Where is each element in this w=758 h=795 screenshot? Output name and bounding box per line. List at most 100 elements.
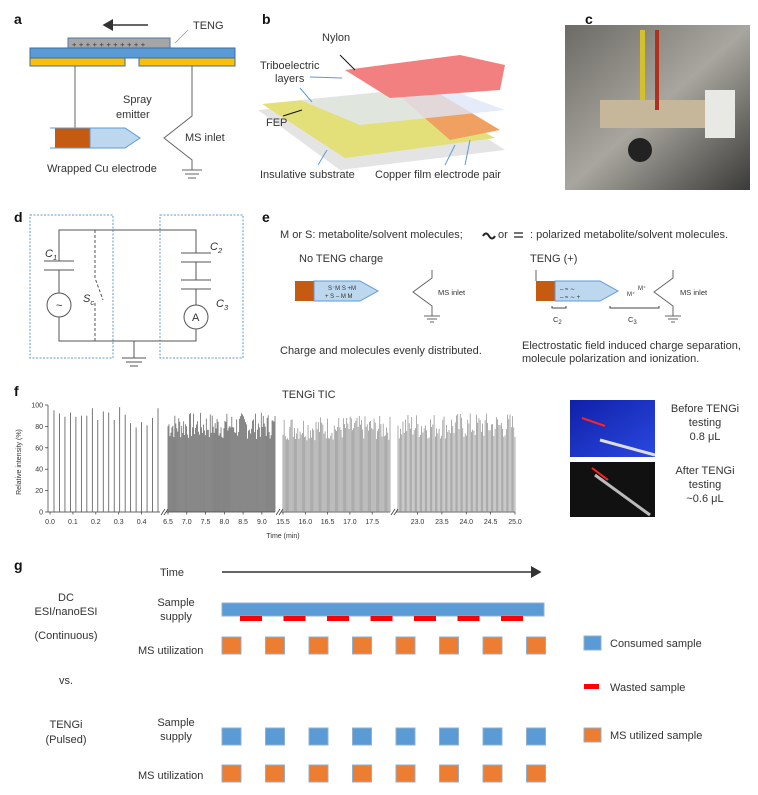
ms-utilized-block	[482, 636, 503, 655]
spray-label-2: emitter	[116, 109, 150, 121]
x-tick-label: 0.0	[45, 519, 55, 526]
ms-utilized-block	[265, 764, 285, 783]
x-tick-label: 17.0	[343, 519, 357, 526]
pulsed-supply-block	[395, 727, 416, 746]
teng-left-electrode	[29, 57, 126, 67]
polarized-solvent-icon	[514, 232, 523, 238]
svg-text:+ S – M M: + S – M M	[325, 294, 353, 300]
chart-bars	[48, 407, 516, 513]
substrate-label: Insulative substrate	[260, 169, 355, 181]
c3-bracket-label: C3	[628, 315, 637, 326]
c2-bracket-label: C2	[553, 315, 562, 326]
c3-label: C3	[216, 298, 229, 312]
ms-utilized-block	[395, 764, 416, 783]
before-line-3: 0.8 μL	[690, 431, 721, 443]
y-tick-label: 60	[35, 445, 43, 452]
panel-label-e: e	[262, 209, 270, 225]
x-tick-label: 7.0	[182, 519, 192, 526]
panel-label-b: b	[262, 11, 271, 27]
pulsed-supply-block	[352, 727, 372, 746]
right-title: TENG (+)	[530, 253, 577, 265]
before-photo	[570, 400, 655, 457]
wasted-sample-mark	[414, 616, 436, 621]
panel-c: c	[565, 11, 750, 190]
switch-label: Sc	[83, 293, 94, 307]
after-line-2: testing	[689, 479, 721, 491]
teng-dielectric-layer	[29, 47, 236, 59]
y-axis-label: Relative intensity (%)	[16, 429, 23, 495]
ms-utilized-block	[308, 636, 329, 655]
left-caption: Charge and molecules evenly distributed.	[280, 345, 482, 357]
plus-charges: +++++++++++	[72, 40, 148, 49]
panel-f: f TENGi TIC Relative intensity (%) Time …	[14, 383, 739, 540]
panel-b: b Nylon Triboelectric layers FEP Insulat…	[258, 11, 505, 181]
svg-text:– ≈ ∼: – ≈ ∼	[560, 287, 575, 293]
panel-label-f: f	[14, 383, 19, 399]
legend-wasted: Wasted sample	[610, 682, 685, 694]
nylon-label: Nylon	[322, 32, 350, 44]
vs-label: vs.	[59, 675, 73, 687]
axis-break-icon	[160, 508, 169, 516]
c1-label: C1	[45, 248, 57, 262]
fep-label: FEP	[266, 117, 287, 129]
axis-break-icon	[275, 508, 284, 516]
ms-utilized-block	[526, 636, 546, 655]
ms-inlet-label: MS inlet	[185, 132, 225, 144]
x-tick-label: 23.5	[435, 519, 449, 526]
after-line-3: ~0.6 μL	[686, 493, 723, 505]
legend-left-text: M or S: metabolite/solvent molecules;	[280, 229, 463, 241]
wasted-sample-mark	[457, 616, 480, 621]
ms-utilization-1: MS utilization	[138, 645, 203, 657]
ms-utilized-block	[526, 764, 546, 783]
y-tick-label: 100	[31, 403, 43, 410]
y-tick-label: 40	[35, 467, 43, 474]
x-tick-label: 15.5	[276, 519, 290, 526]
left-title: No TENG charge	[299, 253, 383, 265]
legend-utilized: MS utilized sample	[610, 730, 702, 742]
x-tick-label: 6.5	[163, 519, 173, 526]
x-tick-label: 0.2	[91, 519, 101, 526]
fep-layer-shape	[300, 86, 505, 125]
time-label: Time	[160, 567, 184, 579]
ms-utilized-block	[221, 636, 242, 655]
ms-utilized-block	[352, 636, 372, 655]
legend-or: or	[498, 229, 508, 241]
molecules-text: S⁻M S +M	[328, 286, 356, 292]
tengi-label: TENGi	[50, 719, 83, 731]
panel-e: e M or S: metabolite/solvent molecules; …	[262, 209, 741, 365]
legend-right-text: : polarized metabolite/solvent molecules…	[530, 229, 728, 241]
svg-text:– ≈ ∼ +: – ≈ ∼ +	[560, 295, 581, 301]
pulsed-label: (Pulsed)	[46, 734, 87, 746]
tribo-label-1: Triboelectric	[260, 60, 320, 72]
electrode-label: Wrapped Cu electrode	[47, 163, 157, 175]
x-tick-label: 24.5	[484, 519, 498, 526]
ms-utilization-2: MS utilization	[138, 770, 203, 782]
continuous-supply-bar	[221, 602, 545, 617]
before-line-2: testing	[689, 417, 721, 429]
pulsed-supply-block	[265, 727, 285, 746]
ion-2: M⁺	[638, 285, 646, 292]
panel-d: d C1 C2 C3 Sc ~ A	[14, 209, 244, 367]
legend-swatch-utilized	[583, 727, 602, 743]
tribo-label-2: layers	[275, 73, 305, 85]
ms-inlet-left: MS inlet	[438, 288, 466, 297]
sample-supply-1a: Sample	[157, 597, 194, 609]
x-tick-label: 8.5	[238, 519, 248, 526]
ms-utilized-block	[308, 764, 329, 783]
ac-source-icon: ~	[56, 300, 62, 312]
panel-label-c: c	[585, 11, 593, 27]
ms-inlet-right: MS inlet	[680, 288, 708, 297]
x-tick-label: 8.0	[219, 519, 229, 526]
panel-a: a TENG +++++++++++ Spray emitter MS inle…	[14, 11, 236, 179]
x-tick-label: 16.0	[298, 519, 312, 526]
wasted-sample-mark	[240, 616, 262, 621]
x-tick-label: 7.5	[201, 519, 211, 526]
axis-break-icon	[390, 508, 399, 516]
x-tick-label: 0.4	[137, 519, 147, 526]
panel-g: g Time DC ESI/nanoESI (Continuous) vs. T…	[14, 557, 702, 783]
continuous-label: (Continuous)	[35, 630, 98, 642]
polarized-molecule-icon	[482, 232, 496, 240]
x-tick-label: 17.5	[365, 519, 379, 526]
teng-label: TENG	[193, 20, 224, 32]
pulsed-supply-block	[221, 727, 242, 746]
